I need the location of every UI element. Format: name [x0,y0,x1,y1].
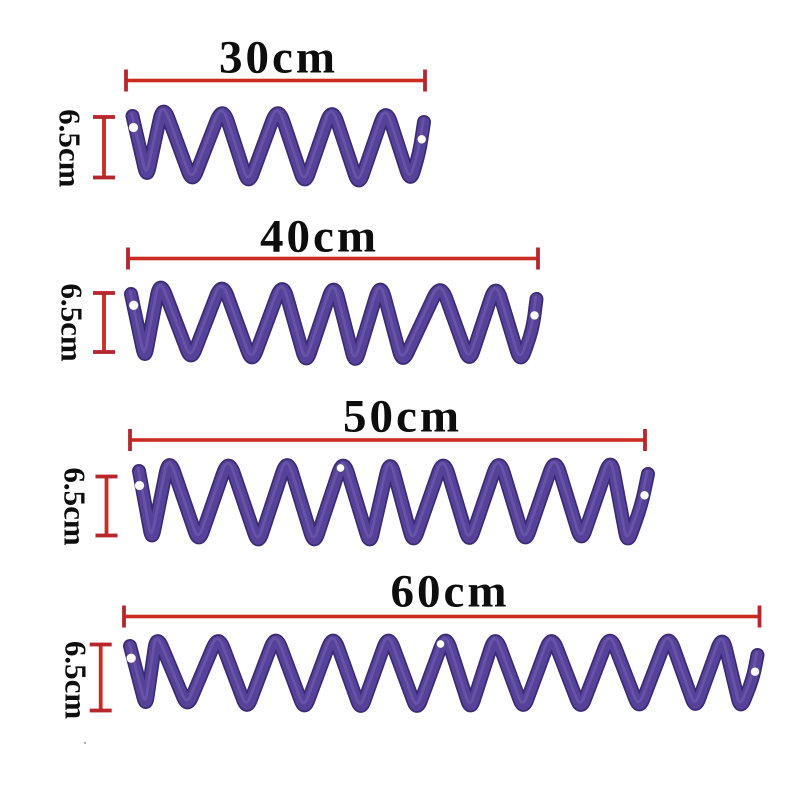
svg-text:50cm: 50cm [343,391,462,443]
svg-text:30cm: 30cm [219,32,338,84]
svg-text:40cm: 40cm [260,211,379,263]
svg-text:6.5cm: 6.5cm [55,283,90,362]
svg-text:60cm: 60cm [390,565,509,617]
svg-text:6.5cm: 6.5cm [53,109,88,188]
svg-text:6.5cm: 6.5cm [58,467,93,546]
svg-text:6.5cm: 6.5cm [59,641,94,720]
